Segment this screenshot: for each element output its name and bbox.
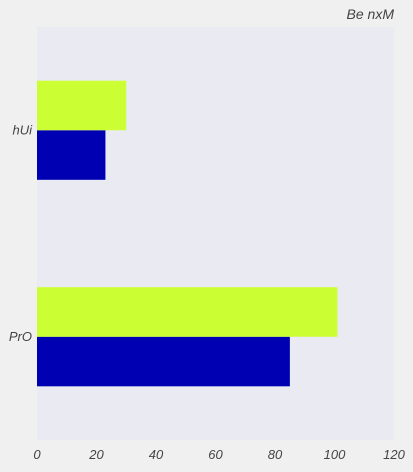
x-tick-label: 120 (383, 447, 405, 462)
x-tick-label: 80 (268, 447, 283, 462)
bar-hUi-series-1 (37, 130, 106, 180)
bar-hUi-series-2 (37, 80, 127, 131)
x-tick-label: 100 (324, 447, 346, 462)
chart-title: Be nxM (347, 6, 395, 22)
y-tick-label: hUi (12, 122, 33, 137)
x-tick-labels: 0 20 40 60 80 100 120 (33, 447, 405, 462)
bars-layer (37, 80, 338, 387)
y-tick-labels: hUi PrO (9, 122, 33, 344)
x-tick-label: 40 (149, 447, 164, 462)
y-tick-label: PrO (9, 329, 32, 344)
x-tick-label: 0 (33, 447, 41, 462)
x-tick-label: 20 (88, 447, 104, 462)
bar-PrO-series-2 (37, 287, 338, 337)
x-tick-label: 60 (208, 447, 223, 462)
bar-PrO-series-1 (37, 336, 290, 387)
